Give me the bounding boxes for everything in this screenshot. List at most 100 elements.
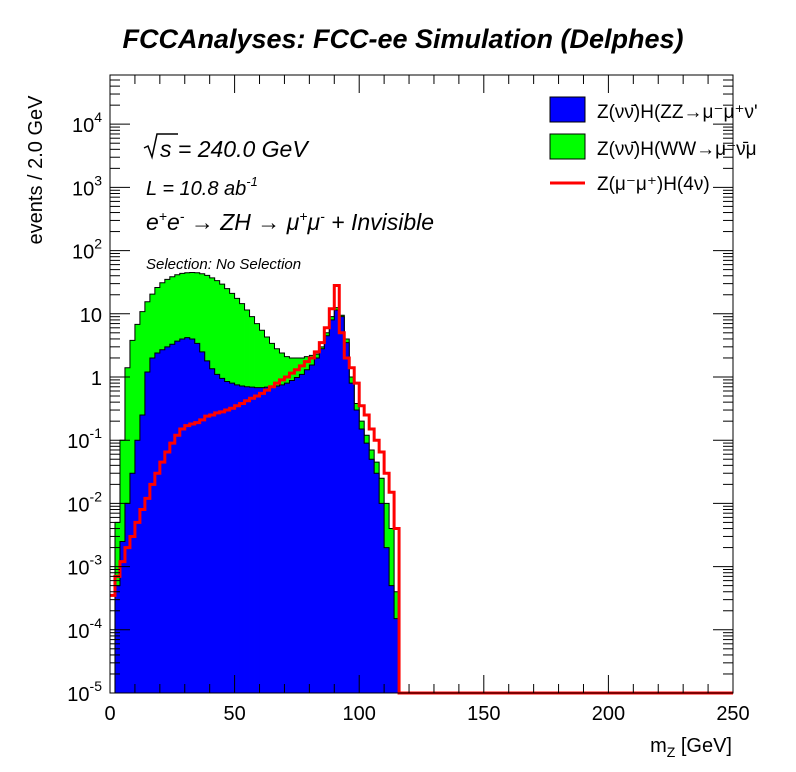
y-tick-base: 10 — [80, 305, 102, 327]
y-tick-base: 10 — [72, 178, 94, 200]
y-tick-exp: -5 — [90, 678, 103, 694]
bar-zz-34 — [279, 384, 285, 693]
bar-zz-13 — [174, 341, 181, 693]
process-arrow1: → ZH — [184, 209, 257, 235]
bar-zz-24 — [229, 383, 235, 693]
series-4nu-line — [110, 284, 733, 695]
bar-zz-18 — [199, 351, 206, 693]
legend-swatch-zz — [549, 96, 586, 123]
x-tick-label: 250 — [716, 703, 749, 725]
bar-zz-29 — [254, 387, 260, 693]
bar-zz-11 — [164, 346, 171, 693]
legend: Z(νν̄)H(ZZ→μ⁻μ⁺ν' Z(νν̄)H(WW→μ⁻ν̄μ Z(μ⁻μ… — [549, 96, 758, 195]
bar-zz-47 — [344, 342, 350, 693]
x-axis-label: mZ [GeV] — [650, 735, 732, 760]
x-axis-label-sub: Z — [667, 744, 676, 760]
bar-zz-36 — [289, 380, 295, 693]
bar-zz-22 — [219, 378, 226, 693]
y-tick-base: 10 — [67, 684, 89, 706]
bar-zz-41 — [314, 357, 320, 693]
y-tick-base: 10 — [72, 242, 94, 264]
process-e1: e — [146, 209, 159, 235]
annotation-luminosity: L = 10.8 ab-1 — [146, 174, 258, 200]
outline-zz — [110, 309, 405, 694]
y-tick-exp: -2 — [90, 488, 103, 504]
y-tick-label: 10-2 — [67, 488, 102, 516]
y-tick-base: 10 — [72, 115, 94, 137]
bar-zz-57 — [394, 618, 400, 693]
sqrt-s-text: s = 240.0 GeV — [160, 136, 310, 162]
y-tick-base: 10 — [67, 558, 89, 580]
bar-zz-2 — [119, 541, 126, 693]
bar-zz-40 — [309, 364, 315, 693]
bar-zz-53 — [374, 473, 380, 693]
bar-zz-3 — [124, 503, 131, 693]
bar-zz-19 — [204, 360, 211, 693]
annotation-process: e+e- → ZH → μ+μ- + Invisible — [146, 208, 434, 235]
y-tick-base: 10 — [67, 621, 89, 643]
bar-zz-42 — [319, 348, 325, 693]
bar-zz-5 — [134, 440, 141, 693]
x-axis-label-m: m — [650, 735, 667, 757]
x-tick-label: 0 — [104, 703, 115, 725]
bar-zz-12 — [169, 344, 176, 693]
legend-label-4nu: Z(μ⁻μ⁺)H(4ν) — [597, 174, 710, 195]
bar-zz-25 — [234, 384, 240, 693]
bar-zz-23 — [224, 381, 231, 693]
bar-zz-6 — [139, 415, 146, 693]
process-mu1-sup: + — [299, 208, 307, 224]
chart-title: FCCAnalyses: FCC-ee Simulation (Delphes) — [122, 24, 683, 54]
y-tick-label: 103 — [72, 172, 102, 200]
x-tick-label: 150 — [467, 703, 500, 725]
tick-layer: 0 50 100 150 200 25010-510-410-310-210-111010… — [67, 74, 750, 725]
process-mu2: μ — [306, 209, 320, 235]
bar-zz-21 — [214, 374, 221, 693]
bar-zz-51 — [364, 443, 370, 693]
annotation-selection: Selection: No Selection — [146, 256, 301, 273]
bar-zz-43 — [324, 335, 330, 693]
y-tick-exp: -4 — [90, 615, 103, 631]
bar-zz-31 — [264, 387, 270, 693]
legend-label-ww: Z(νν̄)H(WW→μ⁻ν̄μ — [597, 139, 757, 160]
lumi-exp: -1 — [246, 174, 258, 189]
series-zz — [110, 309, 405, 694]
bar-zz-17 — [194, 343, 201, 693]
bar-zz-49 — [354, 410, 360, 693]
bar-zz-46 — [339, 316, 345, 693]
bar-zz-30 — [259, 387, 265, 693]
legend-swatch-ww — [549, 133, 586, 160]
y-tick-label: 104 — [72, 109, 102, 137]
legend-label-zz: Z(νν̄)H(ZZ→μ⁻μ⁺ν' — [597, 102, 758, 123]
sqrt-s-value: = 240.0 GeV — [172, 136, 311, 162]
bar-zz-35 — [284, 383, 290, 693]
bar-zz-54 — [379, 503, 385, 693]
y-tick-label: 102 — [72, 236, 102, 264]
y-tick-base: 10 — [67, 431, 89, 453]
bar-zz-8 — [149, 357, 156, 693]
bar-zz-26 — [239, 386, 245, 693]
bar-zz-14 — [179, 338, 186, 693]
plot-frame — [109, 74, 734, 694]
process-mu1: μ — [286, 209, 300, 235]
lumi-text: L = 10.8 ab — [146, 178, 246, 200]
sqrt-symbol — [143, 133, 178, 160]
x-tick-label: 200 — [592, 703, 625, 725]
y-tick-base: 10 — [67, 494, 89, 516]
process-e1-sup: + — [159, 208, 167, 224]
y-tick-label: 10-1 — [67, 425, 102, 453]
bar-zz-45 — [334, 309, 340, 693]
bar-zz-27 — [244, 386, 250, 693]
bar-zz-52 — [369, 459, 375, 693]
y-tick-label: 10-5 — [67, 678, 102, 706]
bar-zz-37 — [294, 377, 300, 693]
histogram-layer — [110, 272, 733, 695]
bar-zz-32 — [269, 386, 275, 693]
y-tick-label: 10 — [80, 305, 102, 327]
x-axis-label-unit: [GeV] — [675, 735, 732, 757]
process-e2-sup: - — [180, 208, 185, 224]
bar-zz-16 — [189, 338, 196, 693]
sqrt-s-label: s — [160, 136, 172, 162]
y-tick-label: 1 — [91, 368, 102, 390]
y-tick-exp: -1 — [90, 425, 103, 441]
